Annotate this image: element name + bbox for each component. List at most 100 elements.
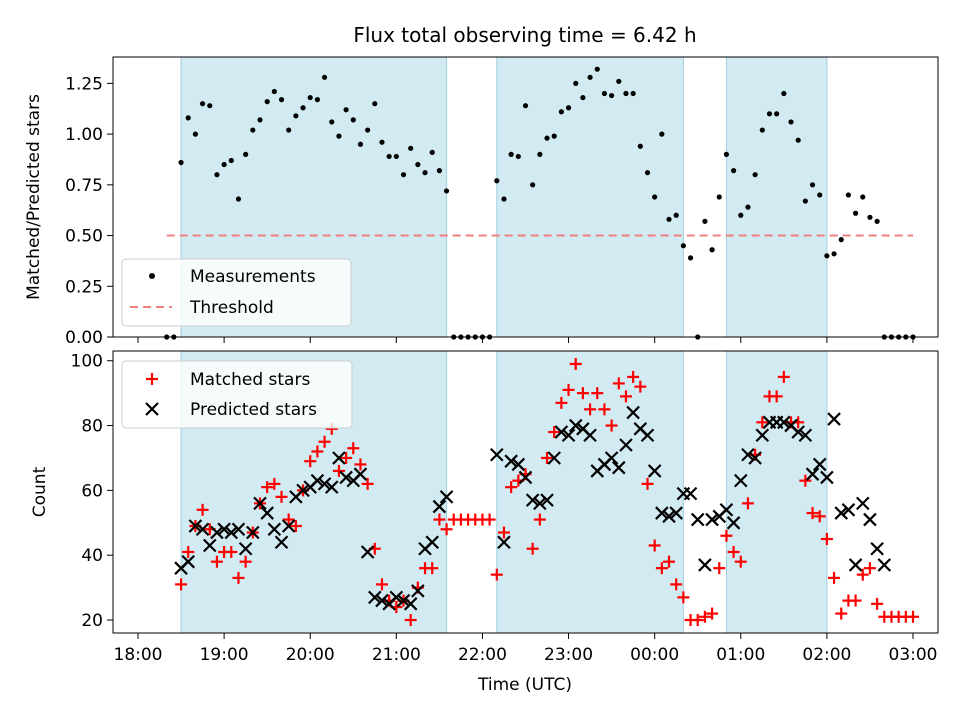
predicted-star-point [805, 467, 820, 481]
measurement-point [874, 218, 880, 224]
matched-star-point [375, 578, 388, 591]
predicted-star-point [439, 490, 454, 504]
measurement-point [817, 192, 823, 198]
measurement-point [321, 74, 328, 80]
top-y-tick-label: 0.50 [65, 227, 103, 247]
bottom-y-ticks: 20 40 60 80 100 [71, 352, 113, 631]
top-y-ticks: 0.00 0.25 0.50 0.75 1.00 1.25 [65, 74, 113, 348]
measurement-point [774, 111, 780, 117]
matched-star-point [634, 380, 647, 393]
measurement-point [752, 172, 758, 178]
predicted-star-point [827, 412, 841, 426]
measurement-point [372, 101, 378, 107]
top-axes-frame [112, 56, 939, 338]
predicted-star-point [841, 503, 856, 517]
measurement-point [716, 194, 722, 200]
measurement-point [307, 94, 313, 101]
predicted-star-point [834, 506, 849, 520]
predicted-star-point [690, 512, 705, 527]
measurement-point [659, 131, 665, 137]
top-x-ticks [137, 337, 914, 343]
measurement-point [644, 170, 651, 176]
predicted-star-point [281, 519, 296, 533]
predicted-star-point [202, 538, 217, 553]
matched-star-point [304, 455, 317, 468]
predicted-star-point [683, 486, 698, 501]
x-tick-label: 20:00 [286, 645, 335, 665]
predicted-star-point [547, 451, 561, 465]
predicted-star-point [296, 483, 310, 498]
measurement-point [824, 253, 830, 259]
top-y-tick-label: 0.00 [65, 328, 103, 348]
measurement-point [565, 105, 572, 111]
predicted-star-point [820, 470, 834, 485]
matched-star-point [863, 562, 876, 575]
measurement-point [652, 194, 658, 200]
predicted-star-point [662, 509, 676, 524]
matched-star-point [598, 403, 611, 416]
measurement-point [687, 255, 694, 261]
matched-star-point [505, 481, 518, 494]
matched-star-point [777, 370, 790, 383]
predicted-star-point [511, 457, 526, 472]
bottom-y-axis-label: Count [30, 466, 50, 517]
predicted-star-point [561, 428, 576, 443]
bottom-y-tick-label: 20 [81, 611, 103, 631]
predicted-star-point [777, 415, 791, 430]
legend-predicted-marker [145, 402, 159, 416]
predicted-star-point [339, 470, 353, 485]
bottom-y-tick-label: 80 [81, 417, 103, 437]
predicted-star-point [719, 503, 734, 517]
bottom-x-ticks: 18:00 19:00 20:00 21:00 22:00 23:00 00:00 01:00… [114, 633, 938, 665]
predicted-star-point [748, 451, 762, 465]
predicted-star-point [188, 519, 203, 533]
predicted-star-point [389, 590, 404, 605]
measurement-point [393, 153, 399, 160]
measurement-point [365, 127, 371, 133]
predicted-star-point [812, 457, 827, 472]
measurement-point [680, 243, 686, 249]
measurement-point [250, 127, 256, 133]
matched-star-point [706, 607, 719, 620]
matched-star-point [641, 477, 654, 490]
matched-star-point [483, 513, 496, 526]
matched-star-point [282, 513, 295, 526]
predicted-star-point [647, 464, 662, 478]
predicted-star-point [741, 447, 755, 462]
bottom-shaded-interval [496, 350, 684, 634]
measurement-point [558, 109, 564, 115]
matched-star-point [490, 568, 503, 581]
measurement-point [350, 117, 356, 123]
measurement-point [214, 172, 220, 178]
predicted-star-point [217, 522, 231, 537]
measurement-point [271, 88, 277, 95]
measurement-point [623, 90, 629, 97]
predicted-star-point [432, 499, 447, 514]
predicted-star-point [317, 477, 332, 491]
bottom-legend-box [121, 360, 353, 429]
predicted-star-point [504, 454, 518, 468]
matched-star-point [734, 555, 747, 568]
predicted-star-point [181, 554, 196, 569]
predicted-star-point [568, 418, 583, 433]
matched-star-point [426, 562, 439, 575]
bottom-count-points [174, 357, 919, 627]
measurement-point [400, 172, 407, 178]
measurement-point [422, 170, 428, 176]
predicted-star-point [375, 593, 389, 608]
measurement-point [178, 159, 184, 166]
matched-star-point [813, 510, 826, 523]
measurement-point [293, 113, 299, 119]
legend-predicted-label: Predicted stars [190, 400, 317, 420]
matched-star-point [340, 451, 353, 464]
measurement-point [207, 103, 213, 109]
predicted-star-point [238, 541, 253, 556]
top-measurement-points [164, 66, 916, 340]
matched-star-point [354, 458, 367, 471]
matched-star-point [268, 477, 281, 490]
measurement-point [609, 92, 615, 99]
measurement-point [386, 153, 392, 160]
matched-star-point [591, 387, 604, 400]
matched-star-point [311, 445, 324, 458]
measurement-point [185, 115, 191, 121]
